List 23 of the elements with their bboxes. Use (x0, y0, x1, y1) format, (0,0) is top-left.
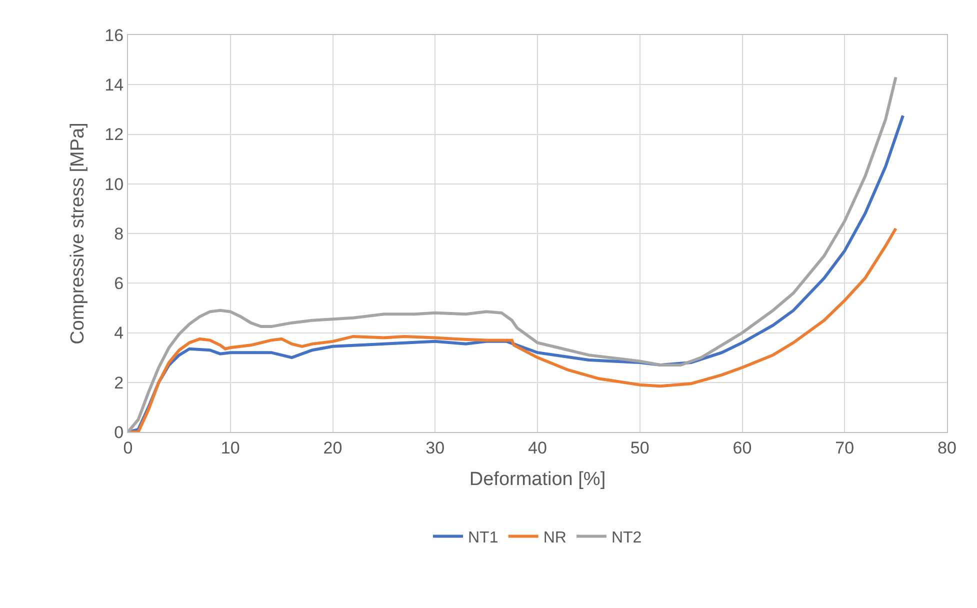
x-tick-label: 70 (835, 438, 854, 458)
y-tick-label: 16 (104, 26, 124, 45)
x-tick-label: 20 (323, 438, 342, 458)
legend-label: NT2 (611, 529, 642, 546)
x-tick-label: 60 (732, 438, 752, 458)
y-tick-label: 14 (104, 76, 124, 95)
y-tick-label: 2 (114, 373, 124, 392)
y-tick-label: 6 (114, 274, 124, 294)
y-tick-label: 4 (114, 324, 124, 343)
line-series (128, 227, 898, 432)
y-axis-title: Compressive stress [MPa] (68, 122, 89, 344)
y-tick-label: 0 (114, 422, 124, 442)
legend-label: NT1 (468, 529, 498, 546)
legend-label: NR (543, 529, 566, 546)
x-tick-label: 30 (426, 438, 445, 458)
x-tick-label: 80 (938, 438, 956, 458)
y-tick-label: 12 (104, 125, 124, 144)
x-tick-label: 40 (528, 438, 547, 458)
y-tick-label: 8 (114, 224, 124, 244)
x-tick-label: 50 (630, 438, 650, 458)
y-tick-label: 10 (104, 174, 124, 194)
x-tick-label: 10 (220, 438, 240, 458)
x-axis-title: Deformation [%] (469, 469, 606, 490)
